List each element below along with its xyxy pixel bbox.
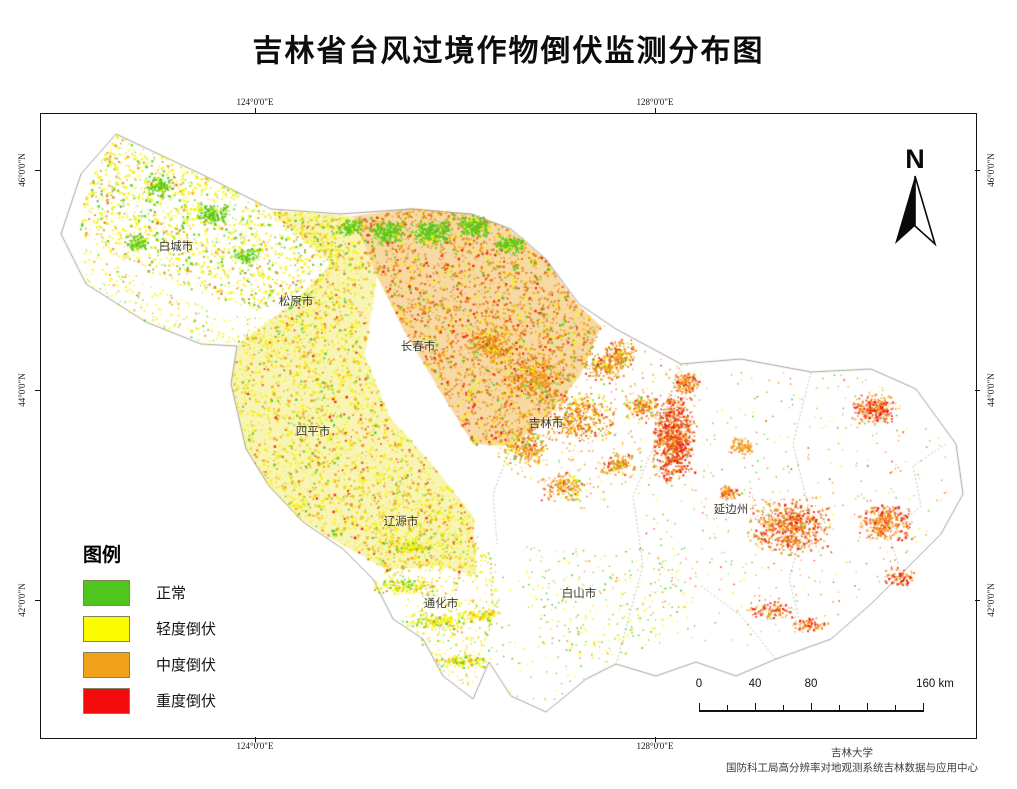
scale-bar-tick <box>783 705 784 712</box>
legend-item: 轻度倒伏 <box>83 615 217 642</box>
legend-item-label: 正常 <box>156 586 187 602</box>
legend-swatch <box>83 687 130 714</box>
longitude-label: 128°0'0"E <box>636 741 674 751</box>
city-label: 松原市 <box>278 296 314 308</box>
city-label: 吉林市 <box>528 418 564 430</box>
legend-item-label: 重度倒伏 <box>156 694 217 710</box>
north-arrow-left-half <box>895 176 915 244</box>
scale-bar-label: 40 <box>748 678 762 690</box>
attribution: 吉林大学 国防科工局高分辨率对地观测系统吉林数据与应用中心 <box>688 747 1016 776</box>
latitude-label: 42°0'0"N <box>986 583 996 617</box>
legend-swatch <box>83 615 130 642</box>
graticule-tick <box>35 600 40 601</box>
city-label: 延边州 <box>713 504 749 516</box>
legend-item: 正常 <box>83 579 216 606</box>
city-label: 辽源市 <box>383 516 419 528</box>
scale-bar-tick <box>923 703 924 712</box>
city-label: 四平市 <box>295 426 331 438</box>
scale-bar-tick <box>811 703 812 712</box>
scale-bar-tick <box>727 705 728 712</box>
scale-bar-label: 80 <box>804 678 818 690</box>
city-label: 白山市 <box>561 588 597 600</box>
latitude-label: 44°0'0"N <box>986 373 996 407</box>
city-label: 白城市 <box>158 241 194 253</box>
longitude-label: 124°0'0"E <box>236 97 274 107</box>
legend-title: 图例 <box>83 545 122 566</box>
legend-item-label: 中度倒伏 <box>156 658 217 674</box>
graticule-tick <box>975 170 980 171</box>
scale-bar-tick <box>839 705 840 712</box>
province-lodging-map <box>41 114 976 738</box>
scale-bar-tick <box>755 703 756 712</box>
north-arrow: N <box>895 144 937 247</box>
latitude-label: 46°0'0"N <box>986 153 996 187</box>
north-arrow-right-half <box>914 175 937 247</box>
legend-item: 重度倒伏 <box>83 687 217 714</box>
graticule-tick <box>975 390 980 391</box>
latitude-label: 44°0'0"N <box>17 373 27 407</box>
graticule-tick <box>975 600 980 601</box>
legend-swatch <box>83 579 130 606</box>
scale-bar-tick <box>699 703 700 712</box>
legend-item-label: 轻度倒伏 <box>156 622 217 638</box>
legend-swatch <box>83 651 130 678</box>
legend-box: 图例 正常轻度倒伏中度倒伏重度倒伏 <box>83 540 216 724</box>
attribution-line1: 吉林大学 <box>831 748 873 759</box>
legend-item: 中度倒伏 <box>83 651 217 678</box>
latitude-label: 42°0'0"N <box>17 583 27 617</box>
scale-bar-tick <box>895 705 896 712</box>
legend-items: 正常轻度倒伏中度倒伏重度倒伏 <box>83 579 217 714</box>
graticule-tick <box>655 108 656 113</box>
city-label: 长春市 <box>400 341 436 353</box>
graticule-tick <box>255 108 256 113</box>
map-title: 吉林省台风过境作物倒伏监测分布图 <box>252 35 765 68</box>
map-frame: 白城市松原市长春市吉林市四平市辽源市 延边州通化市 白山市 N 图例 正常轻度倒伏中… <box>40 113 977 739</box>
scale-bar-label: 160 km <box>916 678 954 690</box>
graticule-tick <box>35 390 40 391</box>
attribution-line2: 国防科工局高分辨率对地观测系统吉林数据与应用中心 <box>726 762 978 774</box>
north-arrow-label: N <box>905 144 925 174</box>
scale-bar-label: 0 <box>695 678 703 690</box>
scale-bar-tick <box>867 703 868 712</box>
graticule-tick <box>255 737 256 742</box>
graticule-tick <box>35 170 40 171</box>
longitude-label: 124°0'0"E <box>236 741 274 751</box>
latitude-label: 46°0'0"N <box>17 153 27 187</box>
city-label: 通化市 <box>423 598 459 610</box>
scale-bar: 0 40 80 160 km <box>695 678 954 712</box>
graticule-tick <box>655 737 656 742</box>
longitude-label: 128°0'0"E <box>636 97 674 107</box>
